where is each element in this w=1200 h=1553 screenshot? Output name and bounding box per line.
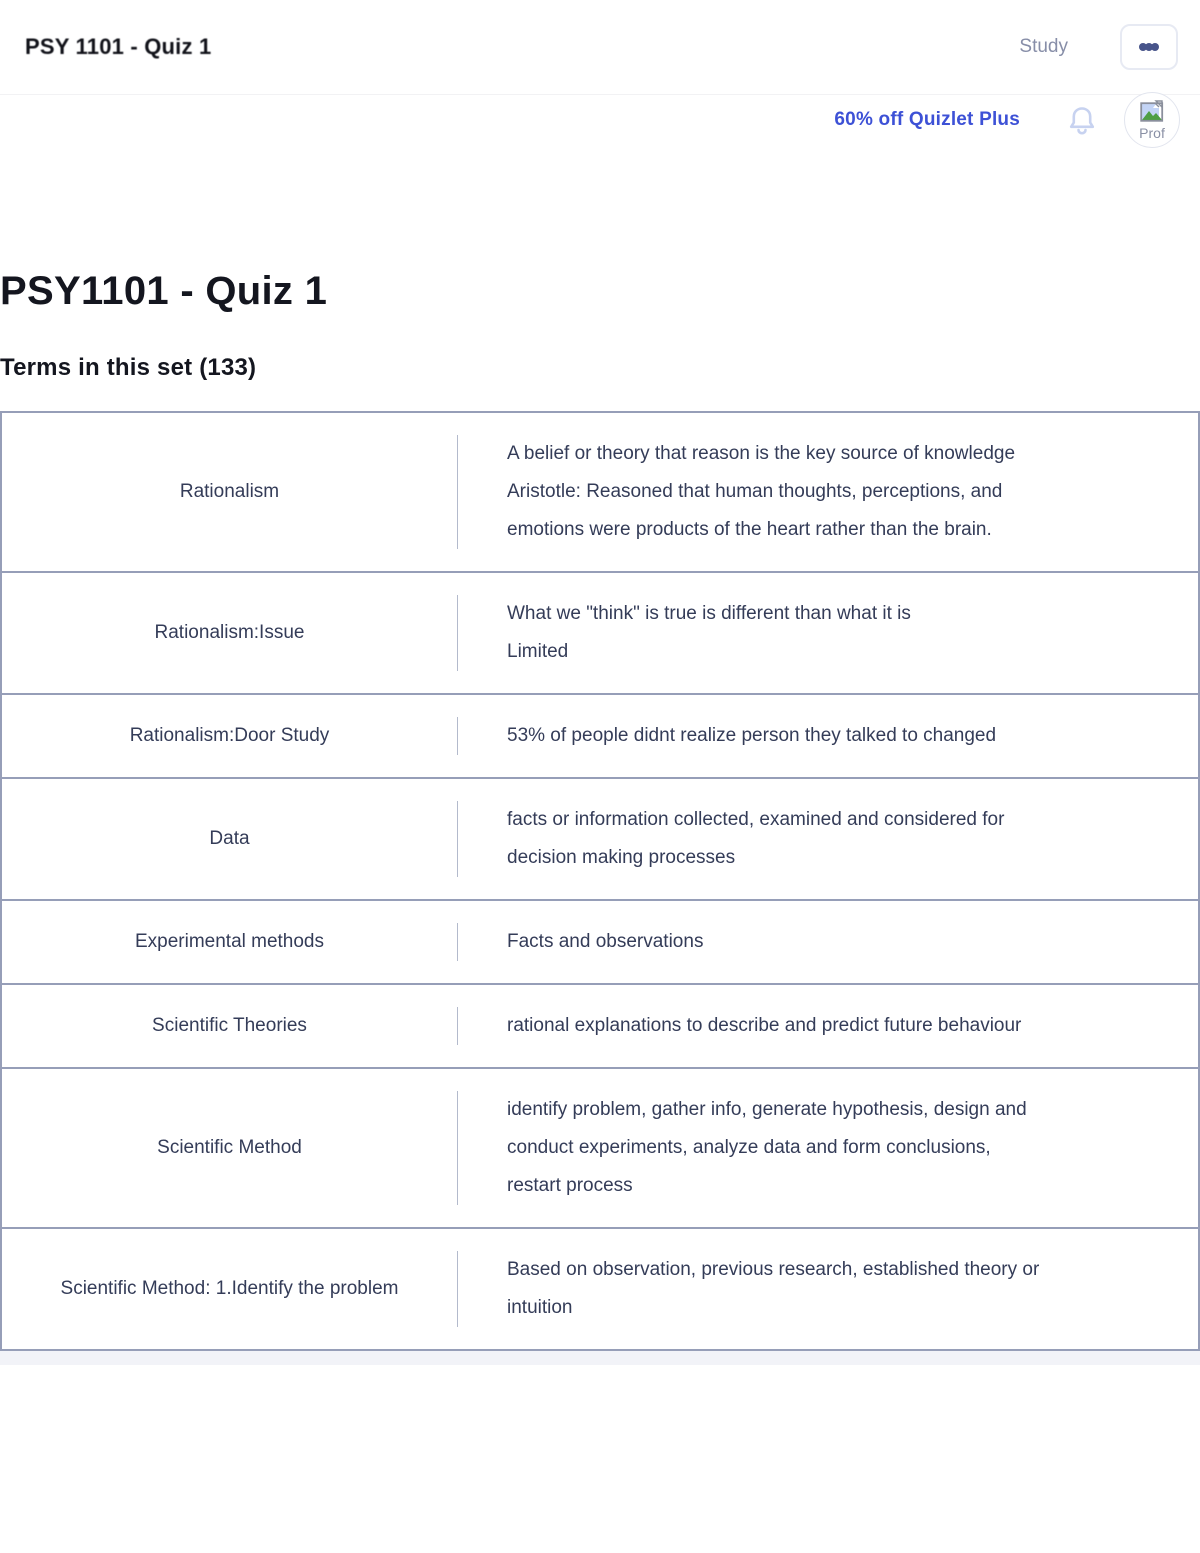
term-text: Rationalism:Door Study [129, 725, 330, 746]
term-text: Scientific Theories [152, 1015, 307, 1036]
definition-cell: 53% of people didnt realize person they … [458, 717, 1198, 755]
term-cell: Rationalism:Door Study [2, 717, 457, 755]
term-cell: Rationalism [2, 435, 457, 549]
column-divider [457, 435, 458, 549]
terms-list: Rationalism A belief or theory that reas… [0, 411, 1200, 1351]
avatar-alt-text: Prof [1139, 125, 1165, 141]
definition-cell: Based on observation, previous research,… [458, 1251, 1198, 1327]
definition-cell: identify problem, gather info, generate … [458, 1091, 1198, 1205]
more-options-button[interactable] [1120, 24, 1178, 70]
definition-text: identify problem, gather info, generate … [507, 1099, 1027, 1196]
term-text: Scientific Method: 1.Identify the proble… [60, 1278, 399, 1299]
column-divider [457, 1091, 458, 1205]
definition-text: A belief or theory that reason is the ke… [507, 443, 1016, 540]
column-divider [457, 717, 458, 755]
term-row: Rationalism:Issue What we "think" is tru… [0, 571, 1200, 695]
definition-cell: A belief or theory that reason is the ke… [458, 435, 1198, 549]
top-navigation-bar: PSY 1101 - Quiz 1 Study [0, 0, 1200, 95]
term-cell: Scientific Method: 1.Identify the proble… [2, 1251, 457, 1327]
definition-cell: What we "think" is true is different tha… [458, 595, 1198, 671]
term-row: Data facts or information collected, exa… [0, 777, 1200, 901]
term-cell: Data [2, 801, 457, 877]
term-row: Rationalism A belief or theory that reas… [0, 411, 1200, 573]
column-divider [457, 595, 458, 671]
definition-text: rational explanations to describe and pr… [507, 1015, 1022, 1036]
term-cell: Scientific Method [2, 1091, 457, 1205]
notifications-button[interactable] [1068, 105, 1096, 135]
term-row: Scientific Method: 1.Identify the proble… [0, 1227, 1200, 1351]
definition-text: facts or information collected, examined… [507, 809, 1005, 868]
term-text: Rationalism:Issue [154, 622, 305, 643]
page-title: PSY1101 - Quiz 1 [0, 269, 328, 313]
column-divider [457, 1251, 458, 1327]
terms-count-heading: Terms in this set (133) [0, 354, 257, 381]
term-cell: Rationalism:Issue [2, 595, 457, 671]
main-content: PSY1101 - Quiz 1 Terms in this set (133)… [0, 268, 1200, 1365]
definition-text: Facts and observations [507, 931, 704, 952]
topbar-right-group: Study [1019, 24, 1178, 70]
term-cell: Scientific Theories [2, 1007, 457, 1045]
quizlet-plus-promo-link[interactable]: 60% off Quizlet Plus [834, 109, 1020, 130]
column-divider [457, 1007, 458, 1045]
term-row: Experimental methods Facts and observati… [0, 899, 1200, 985]
term-text: Scientific Method [157, 1137, 302, 1158]
bell-icon [1069, 107, 1095, 135]
definition-text: What we "think" is true is different tha… [507, 603, 911, 662]
page-bottom-strip [0, 1351, 1200, 1365]
header-set-title: PSY 1101 - Quiz 1 [25, 34, 212, 59]
definition-cell: rational explanations to describe and pr… [458, 1007, 1198, 1045]
definition-cell: Facts and observations [458, 923, 1198, 961]
term-cell: Experimental methods [2, 923, 457, 961]
profile-avatar[interactable]: Prof [1124, 92, 1180, 148]
term-row: Scientific Method identify problem, gath… [0, 1067, 1200, 1229]
broken-image-icon [1140, 100, 1164, 122]
term-text: Rationalism [179, 481, 280, 502]
term-text: Data [209, 828, 250, 849]
term-row: Rationalism:Door Study 53% of people did… [0, 693, 1200, 779]
definition-cell: facts or information collected, examined… [458, 801, 1198, 877]
column-divider [457, 923, 458, 961]
term-text: Experimental methods [134, 931, 325, 952]
ellipsis-dot-icon [1139, 43, 1147, 51]
column-divider [457, 801, 458, 877]
definition-text: 53% of people didnt realize person they … [507, 725, 997, 746]
ellipsis-dot-icon [1145, 43, 1153, 51]
ellipsis-dot-icon [1151, 43, 1159, 51]
study-link[interactable]: Study [1019, 36, 1068, 57]
secondary-bar: 60% off Quizlet Plus Prof [0, 92, 1200, 148]
term-row: Scientific Theories rational explanation… [0, 983, 1200, 1069]
definition-text: Based on observation, previous research,… [507, 1259, 1040, 1318]
